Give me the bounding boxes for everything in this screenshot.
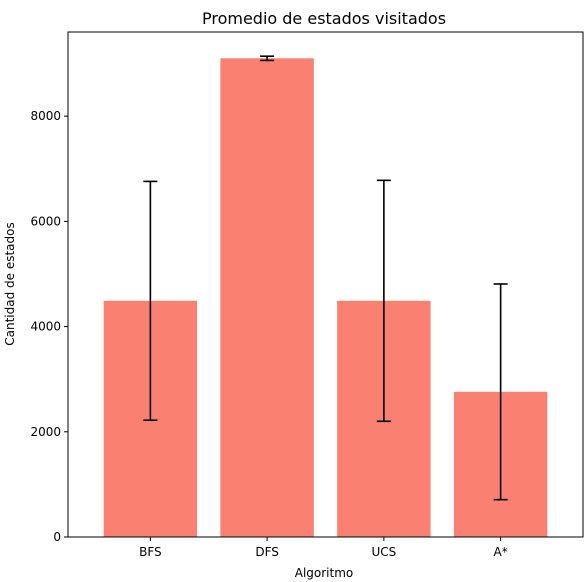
x-tick-label: DFS — [255, 545, 279, 559]
x-tick-label: A* — [494, 545, 508, 559]
x-ticks-group: BFS DFS UCS A* — [139, 537, 508, 559]
y-axis-label: Cantidad de estados — [3, 222, 17, 346]
y-tick-label: 2000 — [30, 425, 61, 439]
y-tick-label: 8000 — [30, 109, 61, 123]
y-tick-label: 6000 — [30, 214, 61, 228]
x-tick-label: UCS — [371, 545, 396, 559]
error-bars-group — [143, 55, 508, 501]
y-ticks-group: 0 2000 4000 6000 8000 — [30, 109, 68, 544]
chart-title: Promedio de estados visitados — [202, 9, 446, 28]
bar-dfs — [220, 58, 314, 537]
plot-frame — [67, 31, 584, 538]
y-tick-label: 0 — [53, 530, 61, 544]
y-tick-label: 4000 — [30, 320, 61, 334]
x-tick-label: BFS — [139, 545, 162, 559]
x-axis-label: Algoritmo — [295, 566, 354, 580]
bars-group — [103, 58, 548, 537]
